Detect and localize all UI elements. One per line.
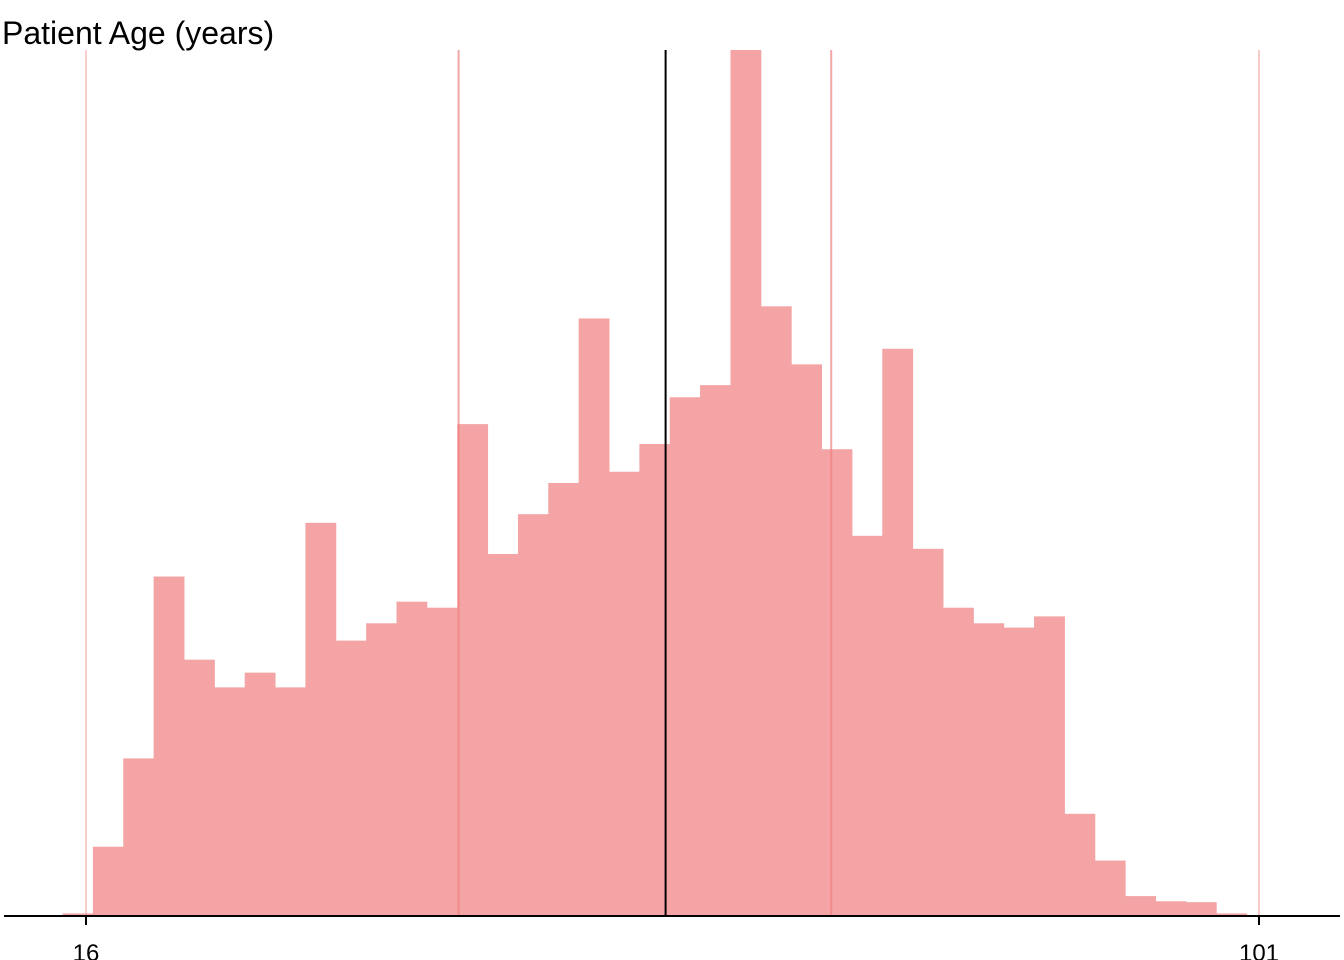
histogram-bar-31 — [1003, 627, 1035, 916]
histogram-bar-12 — [426, 607, 458, 916]
histogram-bar-27 — [882, 348, 914, 916]
histogram-bar-8 — [305, 522, 337, 916]
histogram-bar-32 — [1034, 616, 1065, 916]
histogram-bar-3 — [153, 576, 185, 916]
histogram-bar-7 — [275, 687, 306, 916]
histogram-bar-33 — [1064, 813, 1096, 916]
histogram-bar-18 — [609, 471, 640, 916]
histogram-bar-30 — [973, 623, 1005, 916]
histogram-bar-37 — [1185, 902, 1217, 916]
histogram-bar-22 — [730, 50, 762, 916]
histogram-bar-20 — [669, 397, 701, 916]
histogram-bar-23 — [760, 306, 792, 916]
histogram-bar-34 — [1094, 860, 1126, 916]
reference-lines-layer — [85, 50, 1260, 916]
histogram-bar-24 — [791, 364, 823, 916]
x-ticks-layer: 16 101 — [73, 916, 1279, 960]
x-tick-label-0: 16 — [73, 940, 100, 960]
histogram-bar-15 — [517, 514, 549, 916]
histogram-bar-10 — [366, 623, 397, 916]
histogram-bar-21 — [700, 385, 731, 917]
histogram-bar-5 — [214, 687, 246, 916]
histogram-bar-26 — [851, 535, 883, 916]
histogram-bar-25 — [821, 449, 853, 916]
histogram-bar-13 — [457, 424, 489, 916]
histogram-bar-16 — [548, 483, 580, 916]
bars-layer — [62, 50, 1248, 917]
histogram-bar-2 — [123, 758, 155, 916]
histogram-bar-35 — [1125, 896, 1156, 916]
histogram-bar-11 — [396, 601, 428, 916]
histogram-bar-9 — [335, 640, 367, 916]
histogram-bar-38 — [1216, 913, 1248, 916]
histogram-bar-29 — [942, 607, 974, 916]
x-tick-label-1: 101 — [1239, 940, 1279, 960]
histogram-bar-28 — [912, 548, 944, 916]
histogram-bar-17 — [578, 318, 610, 917]
histogram-bar-6 — [244, 672, 276, 916]
histogram-bar-4 — [183, 659, 215, 916]
chart-title: Patient Age (years) — [2, 15, 274, 51]
histogram-bar-0 — [62, 913, 94, 916]
histogram-bar-1 — [92, 846, 124, 916]
histogram-bar-14 — [487, 554, 519, 916]
histogram-bar-36 — [1155, 901, 1187, 916]
